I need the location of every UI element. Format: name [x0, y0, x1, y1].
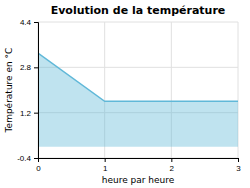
- x-axis-title: heure par heure: [102, 175, 175, 185]
- tick: 2: [170, 158, 175, 173]
- tick-mark: [34, 22, 38, 23]
- tick-mark: [171, 158, 172, 162]
- marks: [38, 53, 238, 146]
- x-axis: 0 1 2 3: [36, 158, 241, 173]
- title: Evolution de la température: [51, 4, 226, 17]
- tick: 1.2: [20, 109, 38, 118]
- tick-label: 1: [103, 164, 108, 173]
- grid-line: [38, 22, 238, 23]
- tick-label: 4.4: [20, 18, 32, 27]
- area: [38, 53, 238, 146]
- tick-label: -0.4: [17, 154, 31, 163]
- y-axis: -0.4 1.2 2.8 4.4: [17, 18, 38, 163]
- tick-label: 1.2: [20, 109, 32, 118]
- tick: 0: [36, 158, 41, 173]
- line: [38, 53, 238, 101]
- grid-line: [38, 67, 238, 68]
- chart: 0 1 2 3 -0.4 1.2 2.8 4.4 Evolution de la tempéra…: [0, 0, 250, 188]
- tick: -0.4: [17, 154, 38, 163]
- tick-mark: [238, 158, 239, 162]
- tick-mark: [34, 158, 38, 159]
- tick-label: 0: [36, 164, 41, 173]
- tick: 4.4: [20, 18, 38, 27]
- tick-label: 2: [170, 164, 175, 173]
- tick: 1: [103, 158, 108, 173]
- tick-label: 3: [236, 164, 241, 173]
- tick-mark: [105, 158, 106, 162]
- tick-label: 2.8: [20, 63, 32, 72]
- axis-line: [34, 23, 39, 159]
- y-axis-title: Température en °C: [4, 48, 14, 134]
- tick: 2.8: [20, 63, 38, 72]
- tick-mark: [34, 113, 38, 114]
- tick: 3: [236, 158, 241, 173]
- axis-line: [39, 159, 239, 163]
- plot: 0 1 2 3 -0.4 1.2 2.8 4.4: [17, 18, 241, 173]
- grid: [38, 22, 238, 158]
- tick-mark: [34, 67, 38, 68]
